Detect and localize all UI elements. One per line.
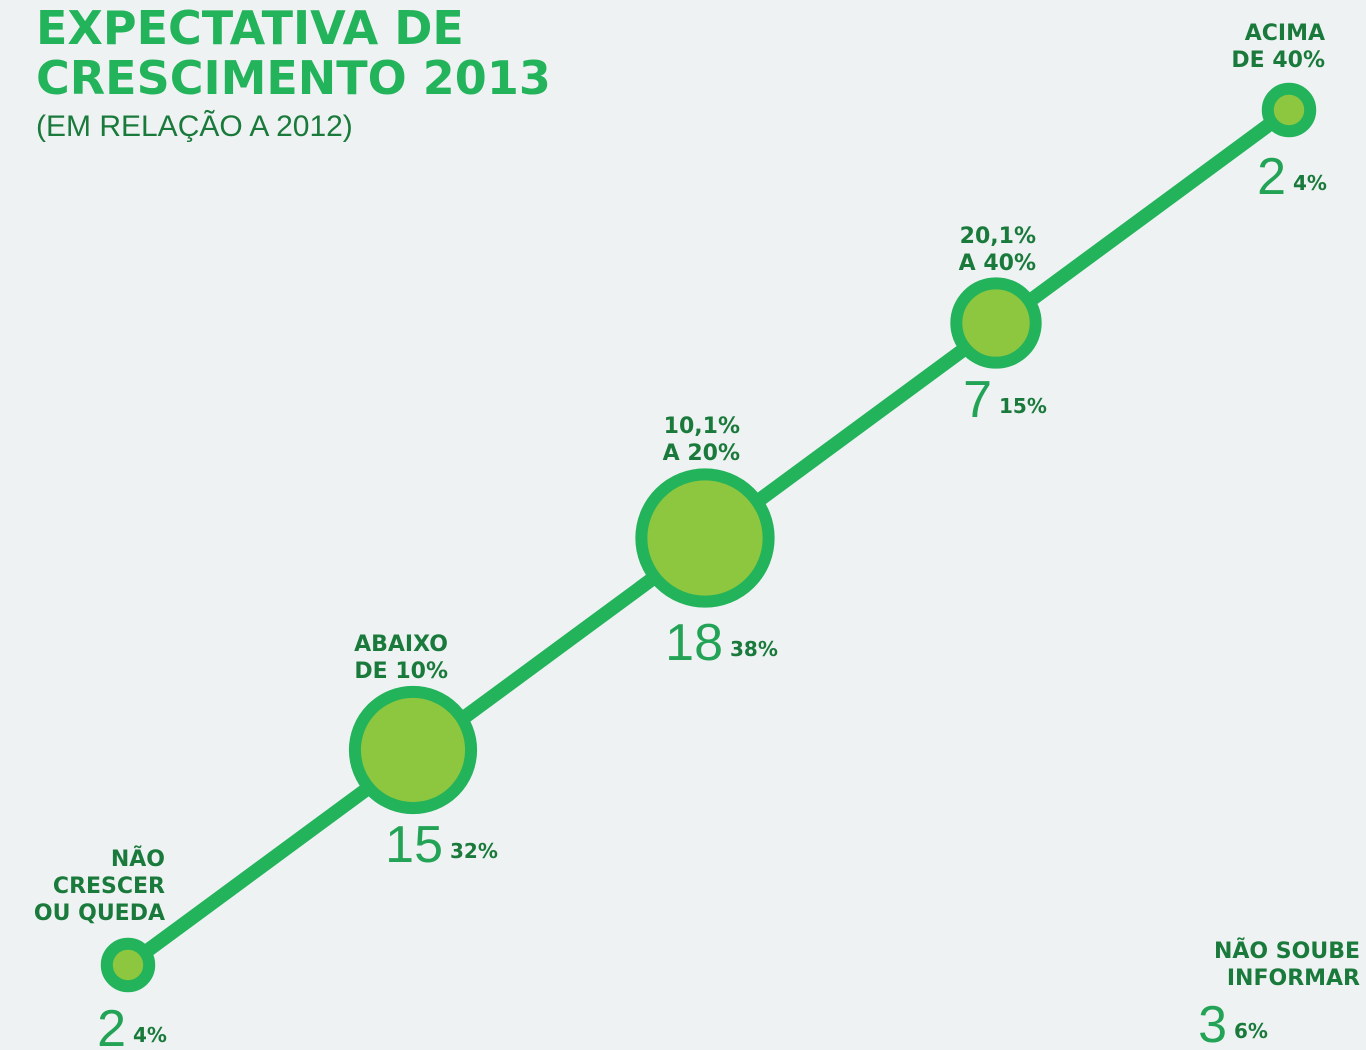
count-label: 15 [385, 816, 443, 874]
category-label: OU QUEDA [34, 901, 165, 926]
percent-label: 38% [730, 637, 778, 661]
category-label: A 40% [959, 251, 1036, 276]
count-label: 18 [665, 614, 723, 672]
count-label: 2 [97, 1000, 126, 1050]
category-label: NÃO [111, 846, 165, 872]
percent-label: 4% [133, 1023, 167, 1047]
percent-label: 32% [450, 839, 498, 863]
category-label: A 20% [663, 441, 740, 466]
category-label: 10,1% [664, 414, 740, 439]
bubble [950, 277, 1042, 369]
bubble [635, 468, 775, 608]
chart-title: EXPECTATIVA DE [36, 1, 464, 55]
bubble [100, 937, 156, 993]
count-label: 3 [1198, 996, 1227, 1050]
category-label: CRESCER [53, 874, 165, 899]
chart-subtitle: (EM RELAÇÃO A 2012) [36, 109, 353, 143]
percent-label: 4% [1293, 171, 1327, 195]
bubble [1261, 82, 1317, 138]
count-label: 2 [1257, 148, 1286, 206]
chart-title: CRESCIMENTO 2013 [36, 51, 551, 105]
category-label: DE 40% [1231, 48, 1325, 73]
percent-label: 15% [999, 394, 1047, 418]
count-label: 7 [963, 371, 992, 429]
percent-label: 6% [1234, 1019, 1268, 1043]
bubble [348, 685, 478, 815]
category-label: ACIMA [1245, 21, 1325, 46]
category-label: ABAIXO [354, 632, 448, 657]
category-label: INFORMAR [1227, 966, 1360, 991]
category-label: DE 10% [354, 659, 448, 684]
category-label: NÃO SOUBE [1214, 938, 1360, 964]
category-label: 20,1% [960, 224, 1036, 249]
